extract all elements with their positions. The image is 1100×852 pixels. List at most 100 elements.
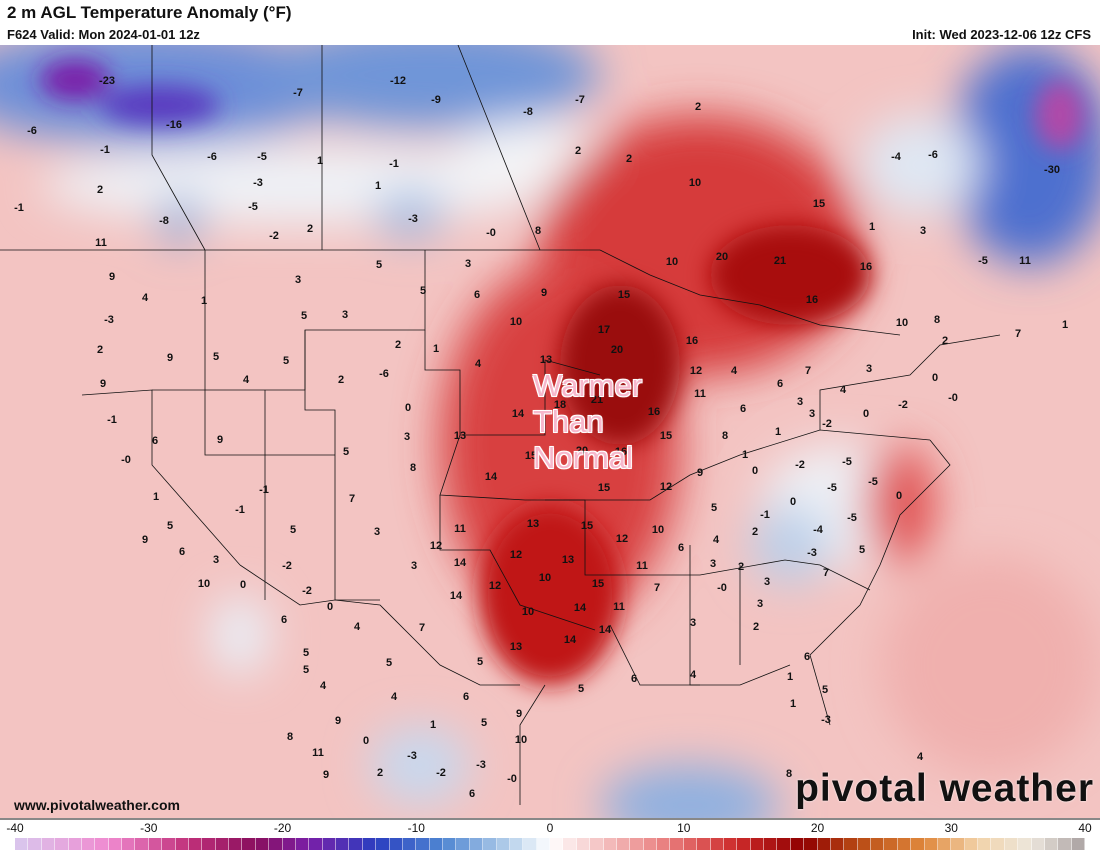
colorbar-cell [95,838,109,850]
anomaly-value-label: -1 [107,414,117,426]
anomaly-value-label: 9 [216,434,224,446]
colorbar-cell [322,838,336,850]
anomaly-value-label: 12 [615,533,629,545]
anomaly-value-label: 3 [796,396,804,408]
anomaly-value-label: 1 [374,180,382,192]
anomaly-value-label: 5 [821,684,829,696]
anomaly-value-label: 4 [730,365,738,377]
anomaly-value-label: -2 [898,399,908,411]
anomaly-value-label: 3 [294,274,302,286]
colorbar-tick-label: 20 [810,821,825,835]
anomaly-value-label: 14 [449,590,463,602]
anomaly-value-label: 9 [334,715,342,727]
colorbar-cell [563,838,577,850]
anomaly-value-label: -5 [827,482,837,494]
anomaly-value-label: 11 [636,560,648,572]
colorbar-cell [576,838,591,850]
anomaly-value-label: 15 [524,450,538,462]
anomaly-value-label: 5 [375,259,383,271]
anomaly-value-label: 4 [242,374,250,386]
anomaly-value-label: 10 [651,524,665,536]
colorbar-tick-label: -30 [140,821,158,835]
anomaly-value-label: 12 [689,365,703,377]
anomaly-value-label: 7 [418,622,426,634]
anomaly-value-label: 2 [96,184,104,196]
anomaly-value-label: -12 [390,75,406,87]
init-time: Init: Wed 2023-12-06 12z CFS [912,27,1091,42]
anomaly-value-label: 21 [773,255,787,267]
anomaly-value-label: 5 [858,544,866,556]
anomaly-value-label: 11 [1019,255,1031,267]
anomaly-value-label: -3 [407,750,417,762]
anomaly-value-label: 2 [574,145,582,157]
anomaly-value-label: -1 [14,202,24,214]
anomaly-value-label: 15 [659,430,673,442]
colorbar-cell [643,838,657,850]
anomaly-value-label: 10 [521,606,535,618]
anomaly-value-label: -5 [868,476,878,488]
colorbar-cell [55,838,69,850]
anomaly-value-label: 2 [751,526,759,538]
colorbar-cell [844,838,858,850]
anomaly-value-label: 14 [573,602,587,614]
anomaly-value-label: 20 [610,344,624,356]
anomaly-value-label: 13 [509,641,523,653]
anomaly-value-label: 2 [737,561,745,573]
anomaly-value-label: 5 [419,285,427,297]
anomaly-value-label: 15 [617,289,631,301]
colorbar-cell [202,838,216,850]
colorbar-cell [389,838,403,850]
anomaly-value-label: 13 [539,354,553,366]
anomaly-value-label: 4 [474,358,482,370]
anomaly-value-label: 2 [625,153,633,165]
anomaly-value-label: 0 [931,372,939,384]
anomaly-value-label: 0 [326,601,334,613]
anomaly-value-label: -0 [486,227,496,239]
anomaly-value-label: 4 [390,691,398,703]
anomaly-value-label: 8 [409,462,417,474]
anomaly-value-label: 0 [404,402,412,414]
anomaly-value-label: 9 [108,271,116,283]
anomaly-value-label: 17 [597,324,611,336]
anomaly-value-label: -0 [121,454,131,466]
colorbar-cell [108,838,122,850]
anomaly-value-label: 8 [933,314,941,326]
anomaly-value-label: 2 [752,621,760,633]
anomaly-value-label: -7 [575,94,585,106]
anomaly-value-label: 20 [575,445,589,457]
anomaly-value-label: 2 [694,101,702,113]
anomaly-value-label: 5 [577,683,585,695]
anomaly-value-label: 5 [282,355,290,367]
anomaly-value-label: 8 [721,430,729,442]
anomaly-value-label: 1 [200,295,208,307]
anomaly-value-label: -8 [159,215,169,227]
colorbar-cell [28,838,42,850]
anomaly-value-label: 1 [741,449,749,461]
anomaly-value-label: 10 [895,317,909,329]
anomaly-value-label: 13 [453,430,467,442]
colorbar-tick-label: -20 [273,821,292,835]
colorbar-cell [295,838,310,850]
colorbar-cell [603,838,617,850]
anomaly-value-label: 3 [756,598,764,610]
anomaly-value-label: 16 [614,446,628,458]
anomaly-value-label: 6 [280,614,288,626]
anomaly-value-label: 9 [515,708,523,720]
anomaly-value-label: 3 [763,576,771,588]
anomaly-value-label: -2 [795,459,805,471]
anomaly-value-label: -9 [431,94,441,106]
anomaly-value-label: 9 [322,769,330,781]
anomaly-value-label: 7 [1014,328,1022,340]
anomaly-value-label: -23 [99,75,115,87]
colorbar-cell [723,838,738,850]
anomaly-value-label: -16 [166,119,182,131]
anomaly-value-label: -5 [847,512,857,524]
anomaly-value-label: -3 [476,759,486,771]
anomaly-value-label: 5 [166,520,174,532]
anomaly-map[interactable]: -23 -7 -12 -9 -7 -8 -6 -16 -1 -6 -5 1 -1 2 2 2 10 -3 1 2 -8-… [0,45,1100,818]
anomaly-value-label: 2 [96,344,104,356]
colorbar-cell [523,838,537,850]
colorbar-tick-label: -40 [6,821,24,835]
anomaly-value-label: -4 [891,151,901,163]
anomaly-value-label: -8 [523,106,533,118]
